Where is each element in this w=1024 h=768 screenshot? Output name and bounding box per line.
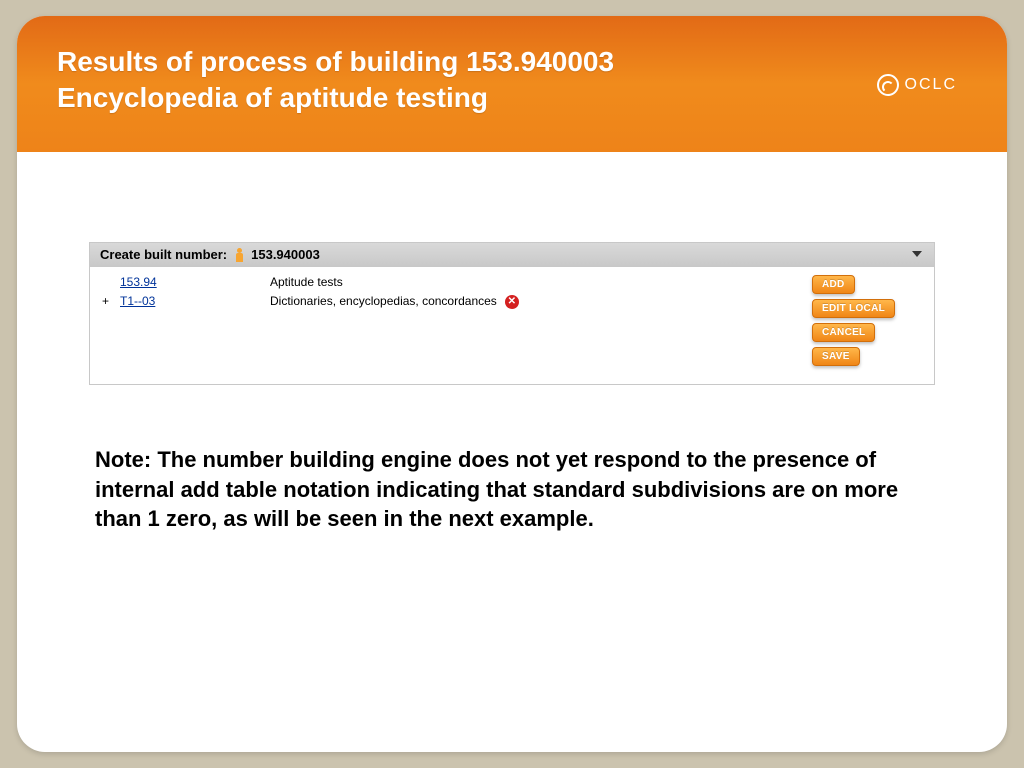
slide-content: Create built number: 153.940003 153.94 A… <box>17 152 1007 534</box>
slide-header: Results of process of building 153.94000… <box>17 16 1007 152</box>
panel-header-label: Create built number: <box>100 247 227 262</box>
slide: Results of process of building 153.94000… <box>17 16 1007 752</box>
slide-title: Results of process of building 153.94000… <box>57 44 967 117</box>
title-line-2: Encyclopedia of aptitude testing <box>57 82 488 113</box>
component-link[interactable]: 153.94 <box>120 273 270 292</box>
cancel-button[interactable]: CANCEL <box>812 323 875 342</box>
panel-body: 153.94 Aptitude tests + T1--03 Dictionar… <box>90 267 934 384</box>
built-number-value: 153.940003 <box>251 247 320 262</box>
component-link[interactable]: T1--03 <box>120 292 270 311</box>
oclc-logo: OCLC <box>877 74 957 96</box>
row-plus: + <box>102 292 120 311</box>
oclc-logo-icon <box>877 74 899 96</box>
chevron-down-icon[interactable] <box>912 251 922 257</box>
component-row: + T1--03 Dictionaries, encyclopedias, co… <box>102 292 812 311</box>
title-line-1: Results of process of building 153.94000… <box>57 46 614 77</box>
save-button[interactable]: SAVE <box>812 347 860 366</box>
edit-local-button[interactable]: EDIT LOCAL <box>812 299 895 318</box>
component-desc: Dictionaries, encyclopedias, concordance… <box>270 292 497 311</box>
built-number-panel: Create built number: 153.940003 153.94 A… <box>89 242 935 385</box>
add-button[interactable]: ADD <box>812 275 855 294</box>
component-desc: Aptitude tests <box>270 273 343 292</box>
component-row: 153.94 Aptitude tests <box>102 273 812 292</box>
remove-icon[interactable]: ✕ <box>505 295 519 309</box>
action-buttons: ADD EDIT LOCAL CANCEL SAVE <box>812 273 922 366</box>
oclc-logo-text: OCLC <box>905 76 957 94</box>
component-rows: 153.94 Aptitude tests + T1--03 Dictionar… <box>102 273 812 366</box>
person-icon <box>235 248 245 262</box>
panel-header[interactable]: Create built number: 153.940003 <box>90 243 934 267</box>
note-text: Note: The number building engine does no… <box>89 445 935 534</box>
